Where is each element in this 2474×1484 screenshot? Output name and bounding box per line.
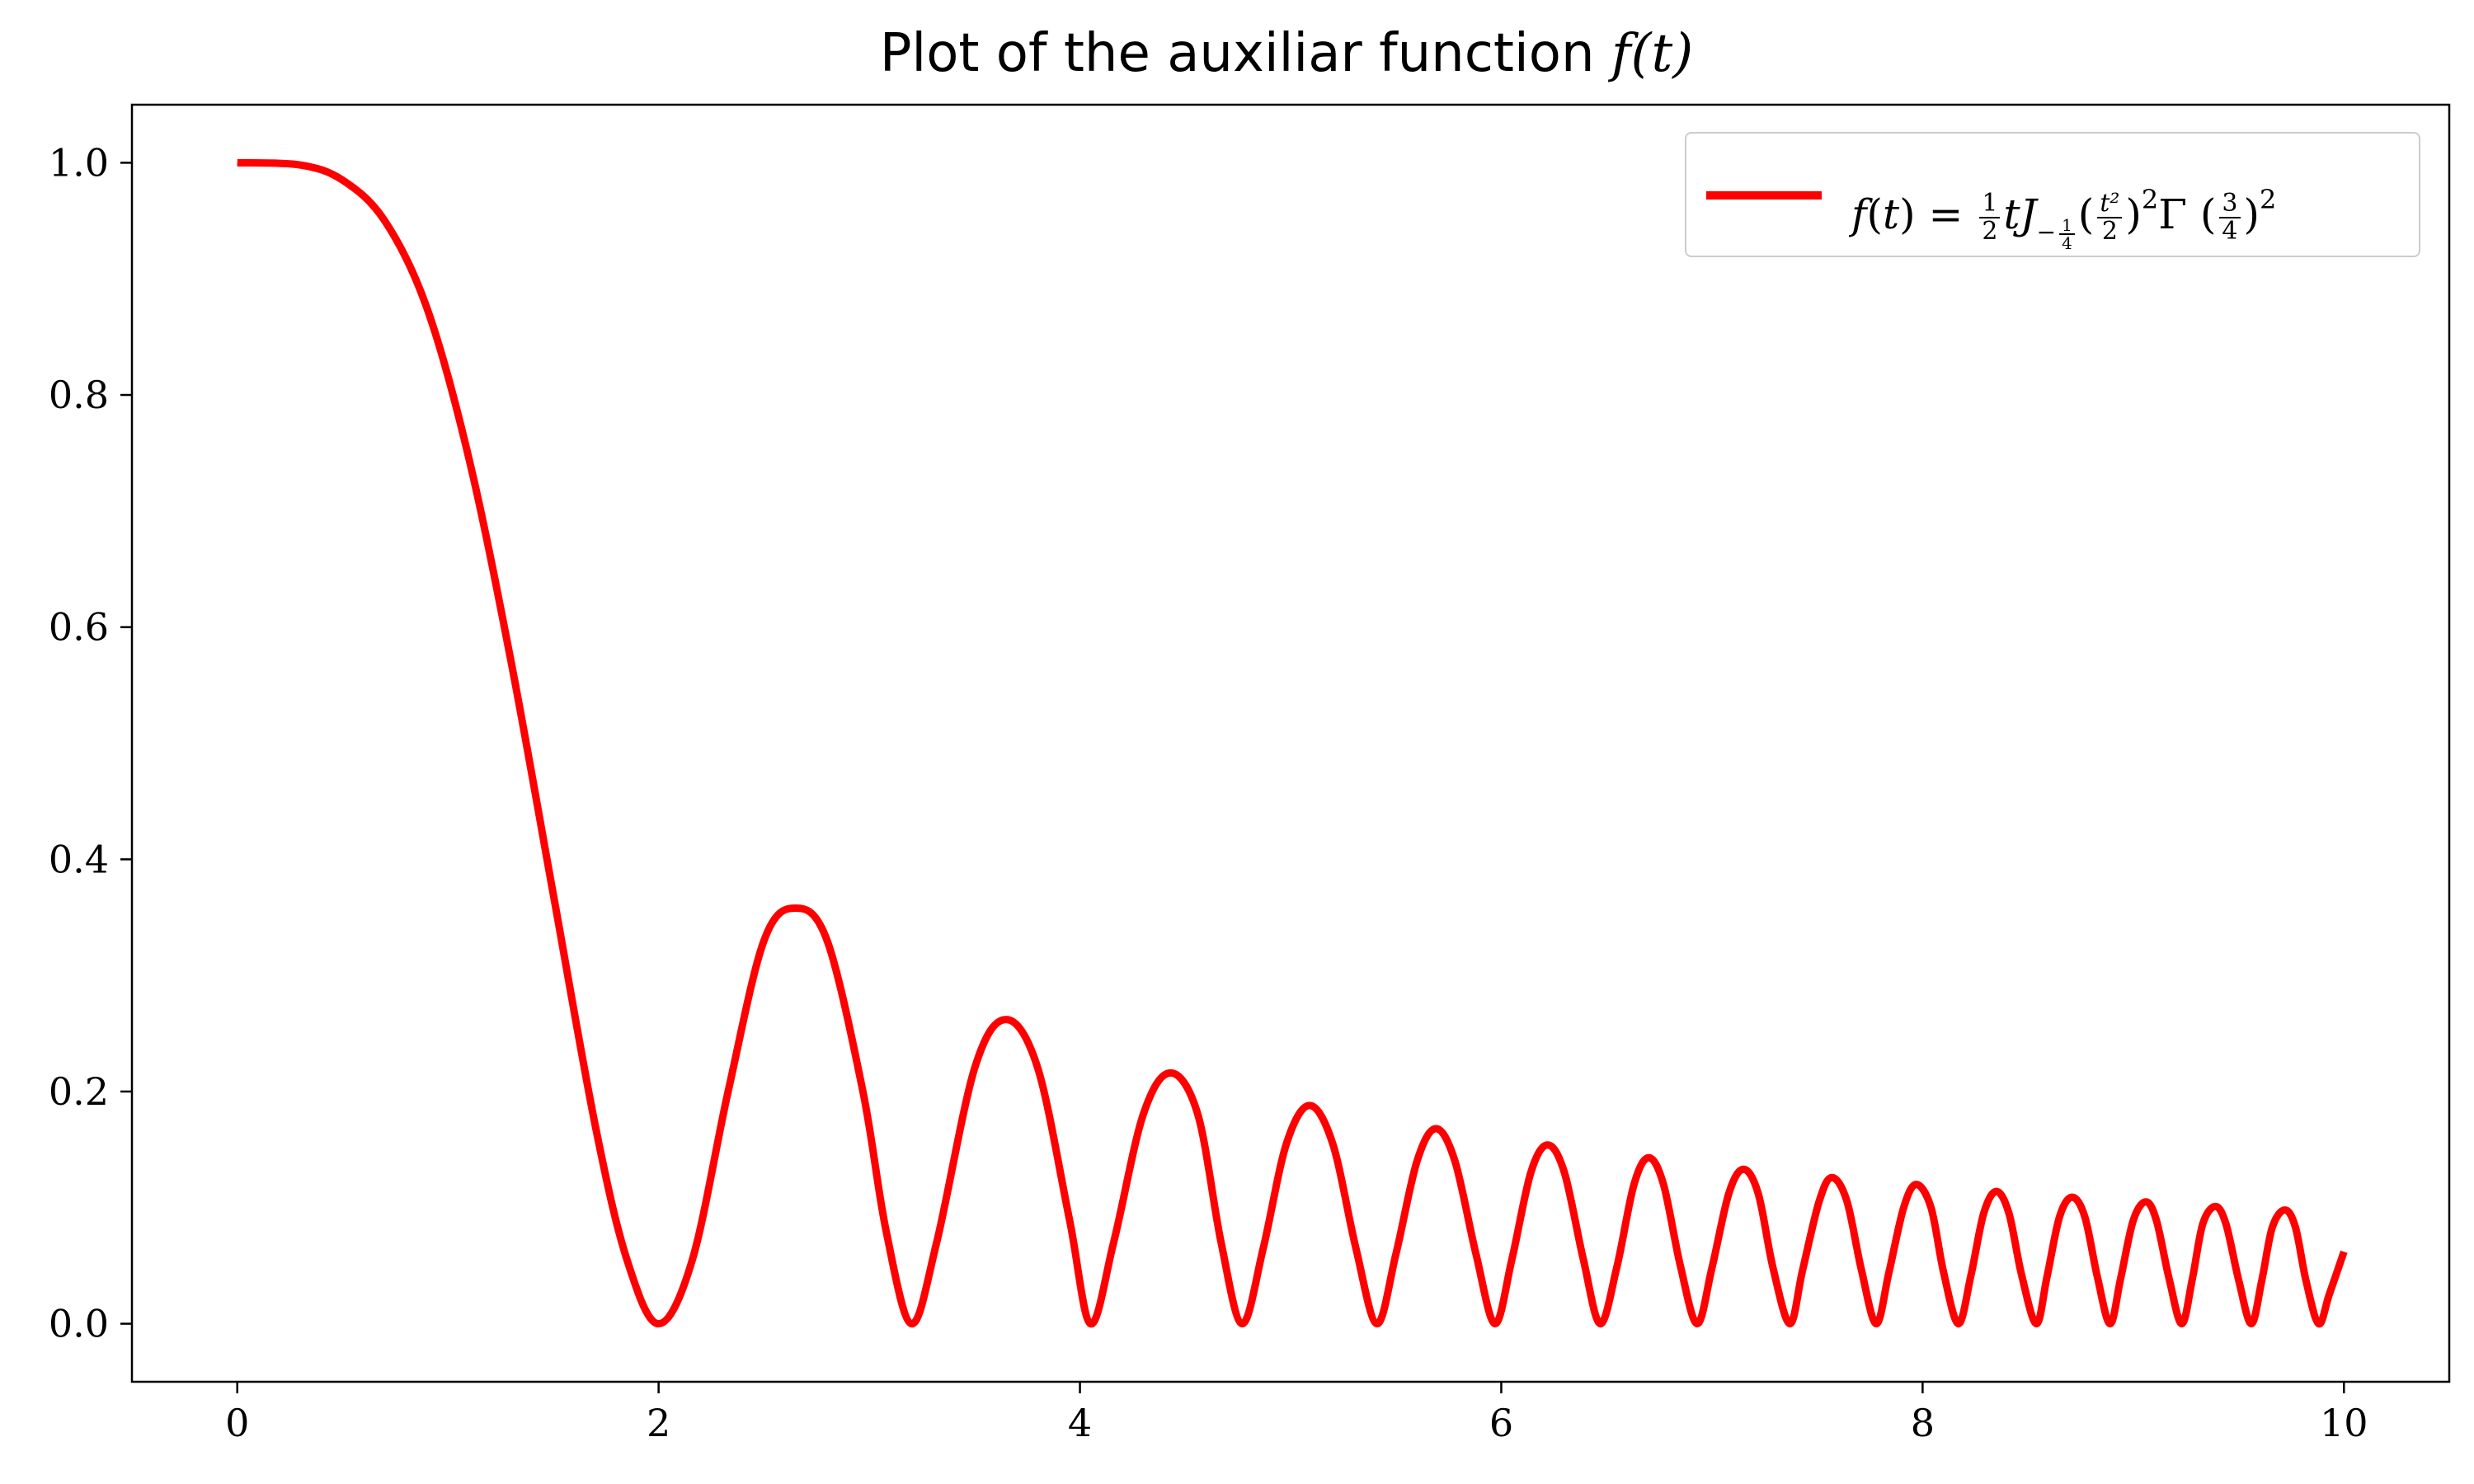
legend-frac-t2: t² 2 <box>2097 190 2123 245</box>
series-line-f <box>237 158 2348 1328</box>
x-tick-label: 10 <box>2320 1401 2368 1445</box>
series-layer <box>237 158 2348 1328</box>
x-tick-label: 6 <box>1489 1401 1513 1445</box>
chart-title-math: f(t) <box>1611 23 1694 84</box>
y-tick-label: 0.8 <box>49 373 109 417</box>
plot-frame <box>130 103 2451 1383</box>
chart-title-text: Plot of the auxiliar function <box>879 23 1595 84</box>
y-axis: 0.0 0.2 0.4 0.6 0.8 1.0 <box>49 140 132 1346</box>
x-tick-label: 4 <box>1068 1401 1092 1445</box>
y-tick-label: 0.6 <box>49 605 109 650</box>
x-tick-label: 2 <box>647 1401 670 1445</box>
y-tick-label: 0.2 <box>49 1069 109 1114</box>
legend-subscript: −1 4 <box>2037 217 2078 251</box>
legend-swatch <box>1706 191 1822 200</box>
legend-label: f(t) = 1 2 tJ− 1 4(t² 2)2Γ (3 4)2 <box>1851 184 2277 253</box>
x-tick-label: 0 <box>225 1401 249 1445</box>
plot-area <box>130 103 2451 1383</box>
x-tick-label: 8 <box>1911 1401 1935 1445</box>
chart-title: Plot of the auxiliar function f(t) <box>132 23 2441 84</box>
y-tick-label: 0.4 <box>49 837 109 881</box>
legend: f(t) = 1 2 tJ− 1 4(t² 2)2Γ (3 4)2 <box>1685 132 2420 257</box>
y-tick-label: 0.0 <box>49 1302 109 1346</box>
x-axis: 0 2 4 6 8 10 <box>225 1382 2368 1445</box>
y-tick-label: 1.0 <box>49 140 109 185</box>
